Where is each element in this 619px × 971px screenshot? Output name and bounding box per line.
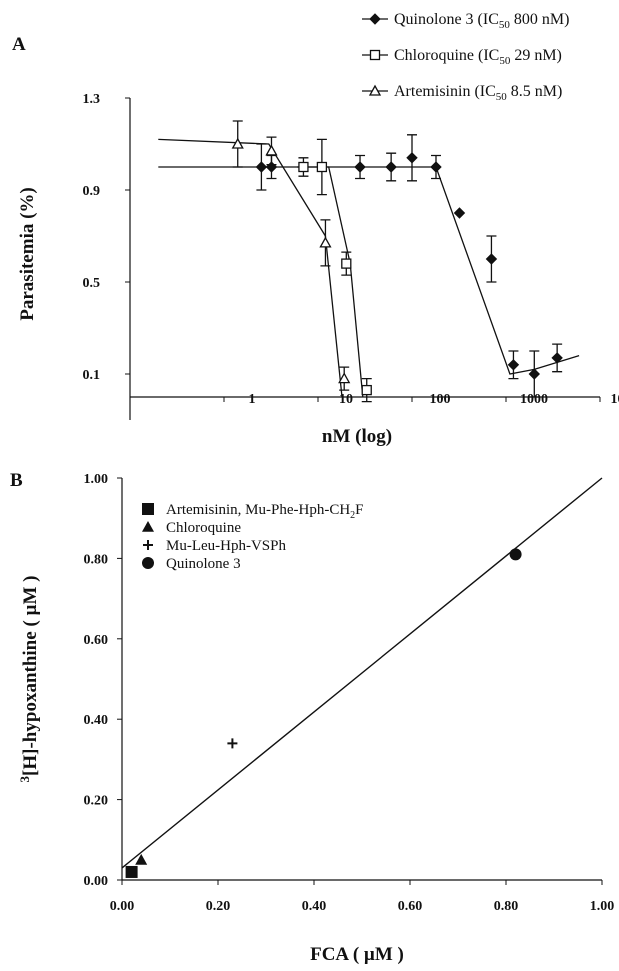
data-point bbox=[453, 207, 466, 219]
y-tick-label: 0.40 bbox=[84, 713, 109, 728]
data-point bbox=[406, 152, 418, 164]
y-tick-label: 0.80 bbox=[84, 552, 109, 567]
panel-label-a: A bbox=[12, 34, 26, 55]
x-tick-label: 0.40 bbox=[302, 899, 327, 914]
x-axis-title: nM (log) bbox=[322, 426, 392, 447]
legend-marker bbox=[142, 521, 154, 532]
legend-marker bbox=[369, 13, 381, 25]
panel-b: B 0.00 0.20 0.40 0.60 0.80 1.00 0.00 0.20 0.40 0.6… bbox=[10, 470, 614, 965]
data-point bbox=[231, 137, 244, 149]
x-tick-label: 0.60 bbox=[398, 899, 423, 914]
data-point bbox=[509, 548, 522, 561]
data-point bbox=[341, 258, 352, 269]
data-point bbox=[354, 161, 366, 173]
y-tick-label: 0.9 bbox=[83, 184, 101, 199]
data-point bbox=[227, 738, 238, 749]
y-tick-label: 1.00 bbox=[84, 472, 109, 487]
series-fit-line bbox=[158, 138, 343, 398]
data-point bbox=[316, 161, 328, 173]
series-fit-line bbox=[297, 166, 364, 398]
reference-line bbox=[121, 477, 603, 869]
data-point bbox=[125, 865, 138, 878]
x-tick-label: 10000 bbox=[611, 392, 619, 407]
panel-label-b: B bbox=[10, 470, 23, 491]
y-axis-title: 3[H]-hypoxanthine ( µM ) bbox=[17, 576, 41, 783]
data-point bbox=[385, 161, 397, 173]
y-tick-label: 1.3 bbox=[83, 92, 101, 107]
legend-label: Chloroquine (IC50 29 nM) bbox=[394, 47, 562, 67]
legend-marker bbox=[143, 540, 153, 550]
legend-label: Quinolone 3 bbox=[166, 556, 241, 572]
legend-marker bbox=[368, 84, 382, 96]
legend-marker bbox=[369, 49, 381, 61]
legend-label: Mu-Leu-Hph-VSPh bbox=[166, 538, 286, 554]
y-tick-label: 0.5 bbox=[83, 276, 101, 291]
x-tick-label: 1000 bbox=[520, 392, 548, 407]
data-point bbox=[265, 144, 278, 156]
data-point bbox=[319, 236, 332, 248]
x-axis-title: FCA ( µM ) bbox=[310, 944, 404, 965]
panel-a: A0.10.50.91.3110100100010000nM (log)Para… bbox=[12, 11, 619, 447]
legend-marker bbox=[142, 503, 154, 515]
series-1 bbox=[158, 134, 580, 398]
data-point bbox=[135, 853, 148, 865]
data-point bbox=[338, 372, 351, 384]
series-3 bbox=[158, 120, 351, 398]
legend-label: Artemisinin, Mu-Phe-Hph-CH2F bbox=[166, 502, 364, 521]
x-tick-label: 0.20 bbox=[206, 899, 231, 914]
legend-label: Chloroquine bbox=[166, 520, 241, 536]
data-point bbox=[298, 161, 309, 173]
legend-marker bbox=[142, 557, 154, 569]
y-tick-label: 0.60 bbox=[84, 633, 109, 648]
x-tick-label: 100 bbox=[430, 392, 451, 407]
series-2 bbox=[297, 138, 372, 403]
data-point bbox=[507, 359, 520, 371]
x-tick-label: 1 bbox=[249, 392, 256, 407]
data-point bbox=[528, 368, 541, 380]
data-point bbox=[255, 161, 268, 173]
y-tick-label: 0.00 bbox=[84, 874, 109, 889]
legend-label: Artemisinin (IC50 8.5 nM) bbox=[394, 83, 562, 103]
x-tick-label: 1.00 bbox=[590, 899, 615, 914]
data-point bbox=[551, 352, 563, 364]
legend-label: Quinolone 3 (IC50 800 nM) bbox=[394, 11, 569, 31]
data-point bbox=[485, 253, 498, 265]
x-tick-label: 0.00 bbox=[110, 899, 135, 914]
y-axis-title: Parasitemia (%) bbox=[17, 187, 38, 320]
x-tick-label: 0.80 bbox=[494, 899, 519, 914]
y-tick-label: 0.1 bbox=[83, 368, 101, 383]
series-fit-line bbox=[158, 166, 580, 375]
data-point bbox=[430, 161, 442, 173]
data-point bbox=[361, 384, 372, 396]
y-tick-label: 0.20 bbox=[84, 794, 109, 809]
